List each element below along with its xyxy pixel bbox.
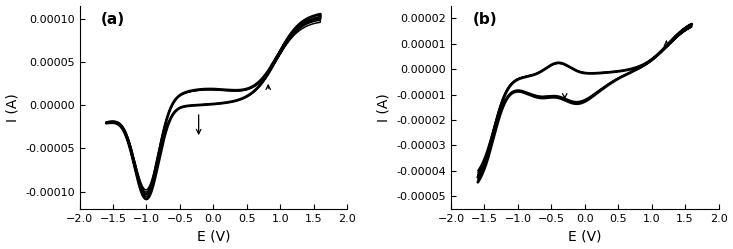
Text: (a): (a) <box>101 12 125 27</box>
Text: (b): (b) <box>473 12 497 27</box>
Y-axis label: I (A): I (A) <box>377 93 391 122</box>
X-axis label: E (V): E (V) <box>196 229 230 244</box>
Y-axis label: I (A): I (A) <box>6 93 20 122</box>
X-axis label: E (V): E (V) <box>568 229 602 244</box>
